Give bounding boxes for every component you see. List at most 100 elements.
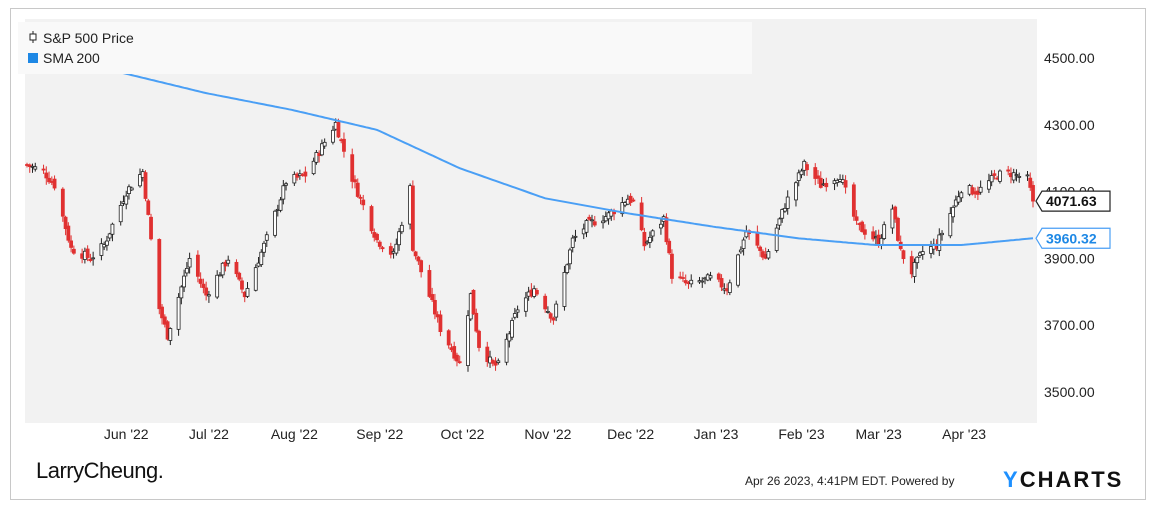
candle-body: [33, 166, 38, 170]
candle-body: [361, 199, 366, 206]
candle-body: [975, 190, 980, 195]
candle-body: [353, 179, 357, 183]
candle-body: [998, 170, 1002, 182]
candle-body: [358, 196, 363, 199]
candle-body: [162, 316, 167, 325]
legend-entry-price[interactable]: S&P 500 Price: [28, 30, 134, 46]
candle-body: [27, 164, 32, 167]
last-price-label-text: 4071.63: [1046, 193, 1097, 209]
candle-body: [978, 186, 983, 193]
candle-body: [284, 183, 288, 186]
candle-body: [796, 172, 801, 181]
candle-body: [843, 180, 848, 188]
candle-body: [681, 277, 685, 279]
sma-swatch: [28, 53, 38, 63]
candle-body: [416, 256, 421, 262]
candle-body: [438, 314, 443, 332]
candle-body: [350, 154, 355, 182]
x-tick-label: Oct '22: [441, 426, 485, 442]
candle-body: [667, 240, 672, 254]
candle-body: [138, 174, 142, 187]
candle-body: [66, 225, 71, 241]
candle-body: [218, 274, 222, 277]
candle-body: [755, 231, 760, 246]
candle-body: [860, 221, 865, 232]
x-tick-label: Feb '23: [778, 426, 824, 442]
candle-body: [774, 227, 779, 251]
candle-body: [179, 286, 184, 299]
candle-body: [226, 259, 231, 264]
candle-body: [278, 199, 283, 211]
candle-body: [207, 294, 211, 297]
candle-icon: [28, 30, 38, 46]
candle-body: [430, 294, 435, 301]
candle-body: [477, 330, 481, 348]
candle-body: [534, 289, 539, 295]
candle-body: [504, 338, 509, 363]
chart-frame: [10, 8, 1146, 500]
candle-body: [253, 267, 258, 291]
candle-body: [69, 240, 73, 248]
candle-body: [940, 232, 944, 236]
candle-body: [587, 216, 592, 220]
candle-body: [377, 241, 382, 247]
candle-body: [168, 328, 173, 341]
candle-body: [262, 242, 266, 253]
candle-body: [52, 178, 57, 189]
candle-body: [44, 172, 49, 179]
x-tick-label: Jan '23: [694, 426, 739, 442]
ycharts-text: CHARTS: [1019, 467, 1124, 492]
candle-body: [647, 236, 652, 243]
candle-body: [546, 311, 550, 313]
candle-body: [1006, 169, 1011, 172]
candle-body: [948, 213, 953, 237]
candle-body: [758, 246, 763, 251]
candle-body: [551, 317, 556, 321]
candle-body: [854, 216, 859, 221]
candle-body: [584, 220, 589, 233]
last-sma-label: 3960.32: [1035, 227, 1111, 249]
candle-body: [736, 254, 740, 286]
author-logo: LarryCheung.: [36, 458, 164, 483]
candle-body: [989, 175, 994, 183]
legend-label-sma: SMA 200: [43, 50, 100, 66]
candle-body: [970, 187, 975, 195]
candle-body: [794, 182, 798, 201]
footer-timestamp: Apr 26 2023, 4:41PM EDT. Powered by: [745, 474, 955, 488]
candle-body: [184, 267, 189, 274]
candle-body: [818, 177, 823, 188]
legend-entry-sma[interactable]: SMA 200: [28, 50, 100, 66]
last-sma-label-text: 3960.32: [1046, 230, 1097, 246]
candle-body: [568, 249, 572, 265]
candle-body: [474, 312, 479, 332]
x-tick-label: Aug '22: [271, 426, 318, 442]
candle-body: [369, 206, 374, 232]
candle-body: [446, 330, 451, 346]
candle-body: [562, 272, 567, 307]
candle-body: [455, 354, 459, 362]
candle-body: [628, 195, 633, 203]
candle-body: [915, 256, 920, 264]
x-tick-label: Sep '22: [356, 426, 403, 442]
candle-body: [331, 129, 335, 143]
legend-label-price: S&P 500 Price: [43, 30, 134, 46]
candle-body: [953, 199, 958, 207]
candle-body: [413, 251, 418, 257]
candle-body: [314, 152, 319, 163]
candle-body: [281, 185, 286, 200]
y-tick-label: 3900.00: [1044, 250, 1095, 266]
candle-body: [620, 202, 625, 215]
candle-body: [816, 175, 820, 179]
candle-body: [937, 234, 942, 251]
candle-body: [399, 224, 404, 233]
x-tick-label: Nov '22: [524, 426, 571, 442]
candle-body: [727, 282, 732, 293]
ycharts-logo[interactable]: YCHARTS: [1003, 467, 1123, 493]
candle-body: [237, 272, 242, 280]
candle-body: [719, 278, 724, 288]
candle-body: [493, 361, 498, 366]
candle-body: [157, 239, 162, 310]
candle-body: [410, 185, 415, 251]
candle-body: [893, 206, 898, 220]
